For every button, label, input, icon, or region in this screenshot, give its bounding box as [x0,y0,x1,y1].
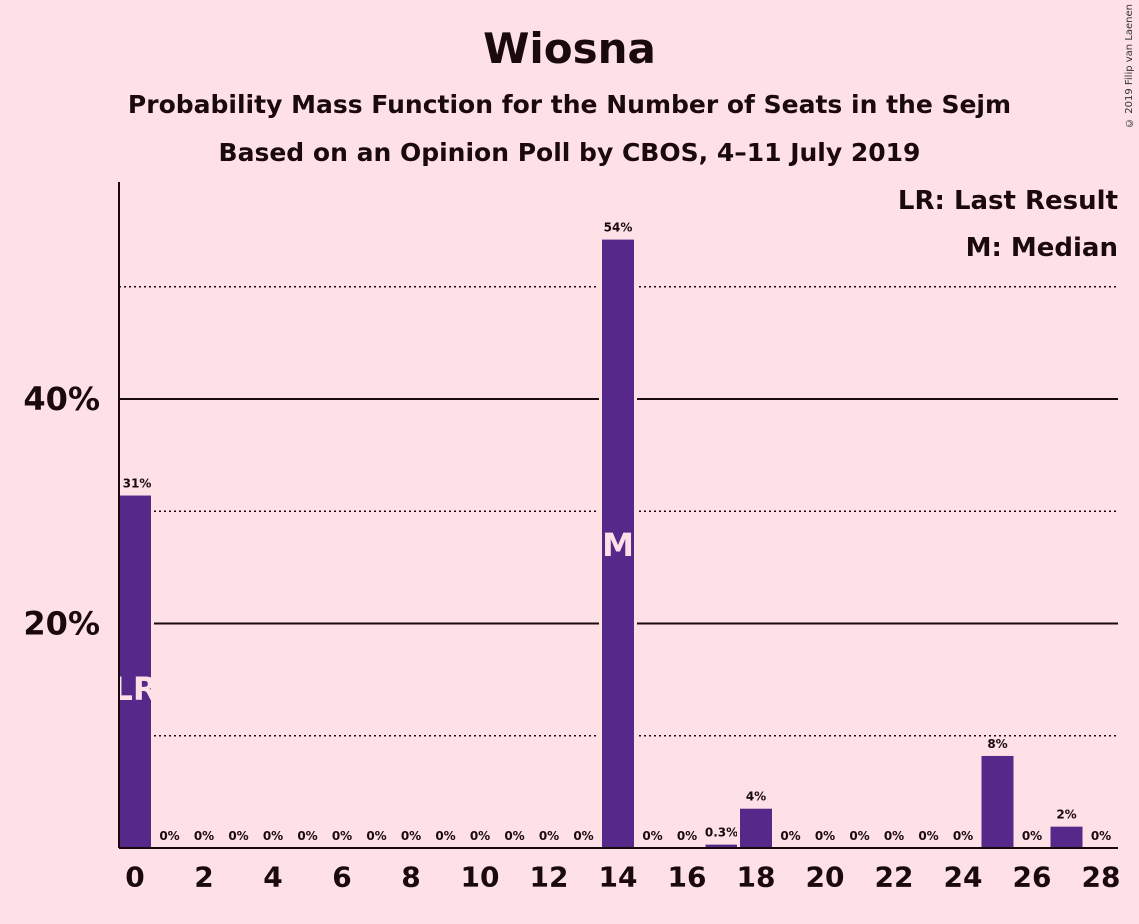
data-label-27: 2% [1056,808,1076,822]
bar-0 [119,495,151,848]
legend-entry-last-result: LR: Last Result [898,186,1118,216]
data-label-11: 0% [504,829,524,843]
x-tick-24: 24 [944,861,983,894]
x-tick-20: 20 [806,861,845,894]
data-label-14: 54% [604,221,633,235]
data-label-24: 0% [953,829,973,843]
x-tick-16: 16 [668,861,707,894]
data-label-20: 0% [815,829,835,843]
x-tick-10: 10 [461,861,500,894]
data-label-7: 0% [366,829,386,843]
x-tick-28: 28 [1082,861,1121,894]
x-tick-4: 4 [263,861,282,894]
x-tick-0: 0 [125,861,144,894]
x-tick-6: 6 [332,861,351,894]
data-label-3: 0% [228,829,248,843]
bar-17 [705,844,738,848]
y-tick-40: 40% [23,380,100,418]
data-label-8: 0% [401,829,421,843]
data-label-22: 0% [884,829,904,843]
data-label-2: 0% [194,829,214,843]
data-label-17: 0.3% [705,826,738,840]
data-label-0: 31% [123,477,152,491]
data-label-23: 0% [918,829,938,843]
data-label-1: 0% [159,829,179,843]
data-label-12: 0% [539,829,559,843]
data-label-6: 0% [332,829,352,843]
data-label-25: 8% [987,737,1007,751]
data-label-9: 0% [435,829,455,843]
data-label-28: 0% [1091,829,1111,843]
data-label-4: 0% [263,829,283,843]
data-label-26: 0% [1022,829,1042,843]
data-label-16: 0% [677,829,697,843]
chart-subtitle-1: Probability Mass Function for the Number… [127,90,1012,119]
x-tick-14: 14 [599,861,638,894]
bar-27 [1050,826,1083,848]
data-label-5: 0% [297,829,317,843]
y-tick-20: 20% [23,605,100,643]
bar-18 [740,808,772,848]
x-tick-26: 26 [1013,861,1052,894]
data-label-15: 0% [642,829,662,843]
chart-title: Wiosna [483,24,656,73]
x-tick-12: 12 [530,861,569,894]
legend-entry-median: M: Median [966,233,1118,263]
data-label-13: 0% [573,829,593,843]
data-label-19: 0% [780,829,800,843]
data-label-10: 0% [470,829,490,843]
x-tick-18: 18 [737,861,776,894]
data-label-18: 4% [746,790,766,804]
marker-m: M [602,526,634,564]
bar-14 [602,239,634,849]
x-tick-22: 22 [875,861,914,894]
bar-25 [981,755,1014,848]
chart-subtitle-2: Based on an Opinion Poll by CBOS, 4–11 J… [218,138,921,167]
data-label-21: 0% [849,829,869,843]
x-tick-2: 2 [194,861,213,894]
x-tick-8: 8 [401,861,420,894]
